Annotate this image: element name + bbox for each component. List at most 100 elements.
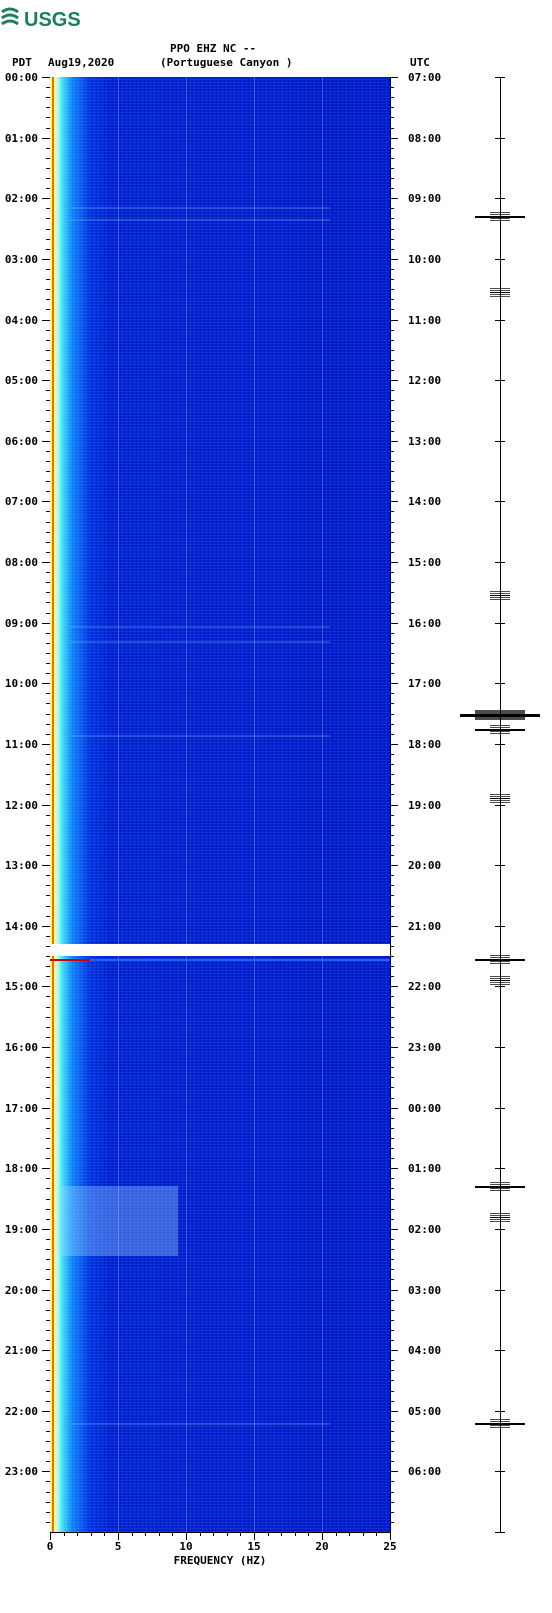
right-tick: [390, 1007, 394, 1008]
right-tick: [390, 1098, 394, 1099]
right-tick: [390, 865, 398, 866]
seis-burst: [490, 800, 510, 801]
x-tick: [159, 1532, 160, 1536]
x-tick-label: 0: [47, 1540, 54, 1553]
right-time-label: 23:00: [408, 1041, 441, 1054]
seis-burst: [490, 978, 510, 979]
x-tick: [132, 1532, 133, 1536]
right-tick: [390, 552, 394, 553]
right-tick: [390, 1471, 398, 1472]
right-tick: [390, 178, 394, 179]
right-tick: [390, 1178, 394, 1179]
seis-hour-tick: [495, 1229, 505, 1230]
right-tick: [390, 653, 394, 654]
right-tick: [390, 421, 394, 422]
right-tick: [390, 1158, 394, 1159]
right-tick: [390, 714, 394, 715]
seis-burst: [490, 1213, 510, 1214]
right-tick: [390, 744, 398, 745]
left-time-label: 00:00: [5, 71, 38, 84]
right-tick: [390, 703, 394, 704]
seis-hour-tick: [495, 986, 505, 987]
right-tick: [390, 936, 394, 937]
spectro-event-faint: [70, 1423, 330, 1425]
right-tick: [390, 1027, 394, 1028]
right-tick: [390, 572, 394, 573]
seis-hour-tick: [495, 1411, 505, 1412]
seis-burst: [490, 727, 510, 728]
seis-burst: [490, 1421, 510, 1422]
x-tick-label: 10: [179, 1540, 192, 1553]
left-tick: [42, 1411, 50, 1412]
left-tz: PDT: [12, 56, 32, 69]
x-tick-label: 15: [247, 1540, 260, 1553]
right-tick: [390, 825, 394, 826]
seis-burst: [490, 1419, 510, 1420]
left-time-label: 10:00: [5, 677, 38, 690]
seis-burst: [475, 718, 525, 720]
right-time-label: 11:00: [408, 314, 441, 327]
vgrid-line: [186, 77, 187, 1532]
seis-hour-tick: [495, 501, 505, 502]
right-tick: [390, 330, 394, 331]
right-tick: [390, 148, 394, 149]
left-time-label: 01:00: [5, 132, 38, 145]
seis-burst: [490, 794, 510, 795]
x-tick: [281, 1532, 282, 1536]
right-tick: [390, 289, 394, 290]
right-tick: [390, 1087, 394, 1088]
x-tick: [254, 1532, 255, 1540]
right-tick: [390, 885, 394, 886]
left-tick: [42, 744, 50, 745]
right-tick: [390, 249, 394, 250]
right-tz: UTC: [410, 56, 430, 69]
right-tick: [390, 1148, 394, 1149]
right-tick: [390, 956, 394, 957]
x-tick: [227, 1532, 228, 1536]
right-tick: [390, 117, 394, 118]
right-time-label: 18:00: [408, 738, 441, 751]
x-tick: [145, 1532, 146, 1536]
right-tick: [390, 764, 394, 765]
seis-burst: [490, 1427, 510, 1428]
right-tick: [390, 582, 394, 583]
left-tick: [42, 986, 50, 987]
seis-burst: [490, 798, 510, 799]
right-tick: [390, 511, 394, 512]
seis-hour-tick: [495, 926, 505, 927]
right-tick: [390, 683, 398, 684]
seis-hour-tick: [495, 320, 505, 321]
right-time-label: 05:00: [408, 1405, 441, 1418]
right-time-label: 13:00: [408, 435, 441, 448]
left-time-label: 15:00: [5, 980, 38, 993]
x-tick-label: 20: [315, 1540, 328, 1553]
seis-burst: [490, 733, 510, 734]
seis-burst: [490, 980, 510, 981]
right-tick: [390, 734, 394, 735]
left-time-label: 03:00: [5, 253, 38, 266]
right-tick: [390, 229, 394, 230]
left-time-label: 18:00: [5, 1162, 38, 1175]
spectrogram-noise: [50, 77, 390, 1532]
spectrogram-plot: 00:0001:0002:0003:0004:0005:0006:0007:00…: [0, 77, 552, 1597]
right-time-label: 04:00: [408, 1344, 441, 1357]
spectrogram-canvas: [50, 77, 390, 1532]
right-tick: [390, 1441, 394, 1442]
chart-header: PDT Aug19,2020 PPO EHZ NC -- (Portuguese…: [0, 42, 450, 72]
spectro-event-faint: [70, 735, 330, 737]
seis-burst: [490, 1190, 510, 1191]
right-tick: [390, 1219, 394, 1220]
right-tick: [390, 724, 394, 725]
right-tick: [390, 1077, 394, 1078]
seis-burst: [490, 296, 510, 297]
vgrid-line: [118, 77, 119, 1532]
seis-burst: [490, 1217, 510, 1218]
left-tick: [42, 926, 50, 927]
right-time-axis: 07:0008:0009:0010:0011:0012:0013:0014:00…: [390, 77, 450, 1532]
spectro-event-faint: [70, 626, 330, 628]
x-tick: [295, 1532, 296, 1536]
seis-burst: [490, 1188, 510, 1189]
seis-hour-tick: [495, 380, 505, 381]
right-tick: [390, 1512, 394, 1513]
right-tick: [390, 461, 394, 462]
